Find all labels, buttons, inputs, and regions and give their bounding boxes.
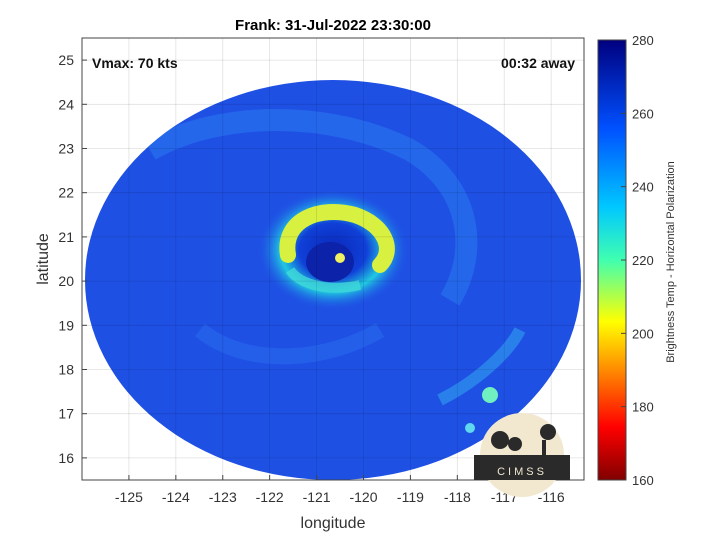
vmax-annotation: Vmax: 70 kts [92, 55, 178, 71]
convective-cell [465, 423, 475, 433]
x-tick-label: -119 [397, 489, 424, 505]
colorbar-tick-label: 200 [632, 326, 654, 341]
colorbar-label: Brightness Temp - Horizontal Polarizatio… [665, 161, 677, 363]
axes-frame [81, 37, 585, 481]
y-tick-label: 21 [58, 229, 74, 245]
x-tick-label: -123 [209, 489, 237, 505]
x-axis: -125 -124 -123 -122 -121 -120 -119 -118 -117 -116 [115, 475, 565, 505]
x-tick-label: -120 [349, 489, 377, 505]
logo-text: CIMSS [497, 466, 547, 478]
eye-hotspot [335, 253, 345, 263]
y-tick-label: 16 [58, 450, 74, 466]
x-tick-label: -121 [303, 489, 331, 505]
colorbar-tick-label: 260 [632, 106, 654, 121]
colorbar-tick-label: 160 [632, 473, 654, 488]
x-tick-label: -122 [256, 489, 284, 505]
spiral-band [144, 109, 478, 306]
chart-title: Frank: 31-Jul-2022 23:30:00 [235, 17, 431, 34]
spiral-band [195, 323, 385, 365]
eyewall-arc [279, 203, 395, 273]
x-axis-label: longitude [301, 515, 366, 532]
y-tick-label: 24 [58, 96, 74, 112]
colorbar-tick-label: 180 [632, 400, 654, 415]
colorbar-ticks: 280 260 240 220 200 180 160 [621, 33, 654, 488]
satellite-swath [85, 80, 581, 480]
colorbar-tick-label: 240 [632, 180, 654, 195]
colorbar-tick-label: 280 [632, 33, 654, 48]
y-axis: 25 24 23 22 21 20 19 18 17 16 [58, 52, 87, 466]
time-away-annotation: 00:32 away [501, 55, 575, 71]
x-tick-label: -116 [538, 489, 565, 505]
y-tick-label: 20 [58, 273, 74, 289]
y-axis-label: latitude [35, 233, 52, 285]
x-tick-label: -125 [115, 489, 143, 505]
eye [306, 242, 354, 282]
y-tick-label: 23 [58, 141, 74, 157]
x-tick-label: -118 [444, 489, 471, 505]
y-tick-label: 18 [58, 362, 74, 378]
spiral-band [437, 327, 526, 406]
cimss-logo: CIMSS [474, 413, 570, 497]
convective-cell [482, 387, 498, 403]
x-tick-label: -124 [162, 489, 190, 505]
y-tick-label: 22 [58, 185, 74, 201]
colorbar-tick-label: 220 [632, 253, 654, 268]
y-tick-label: 19 [58, 317, 74, 333]
eyewall-arc-outer [285, 266, 362, 293]
y-tick-label: 17 [58, 406, 74, 422]
y-tick-label: 25 [58, 52, 74, 68]
